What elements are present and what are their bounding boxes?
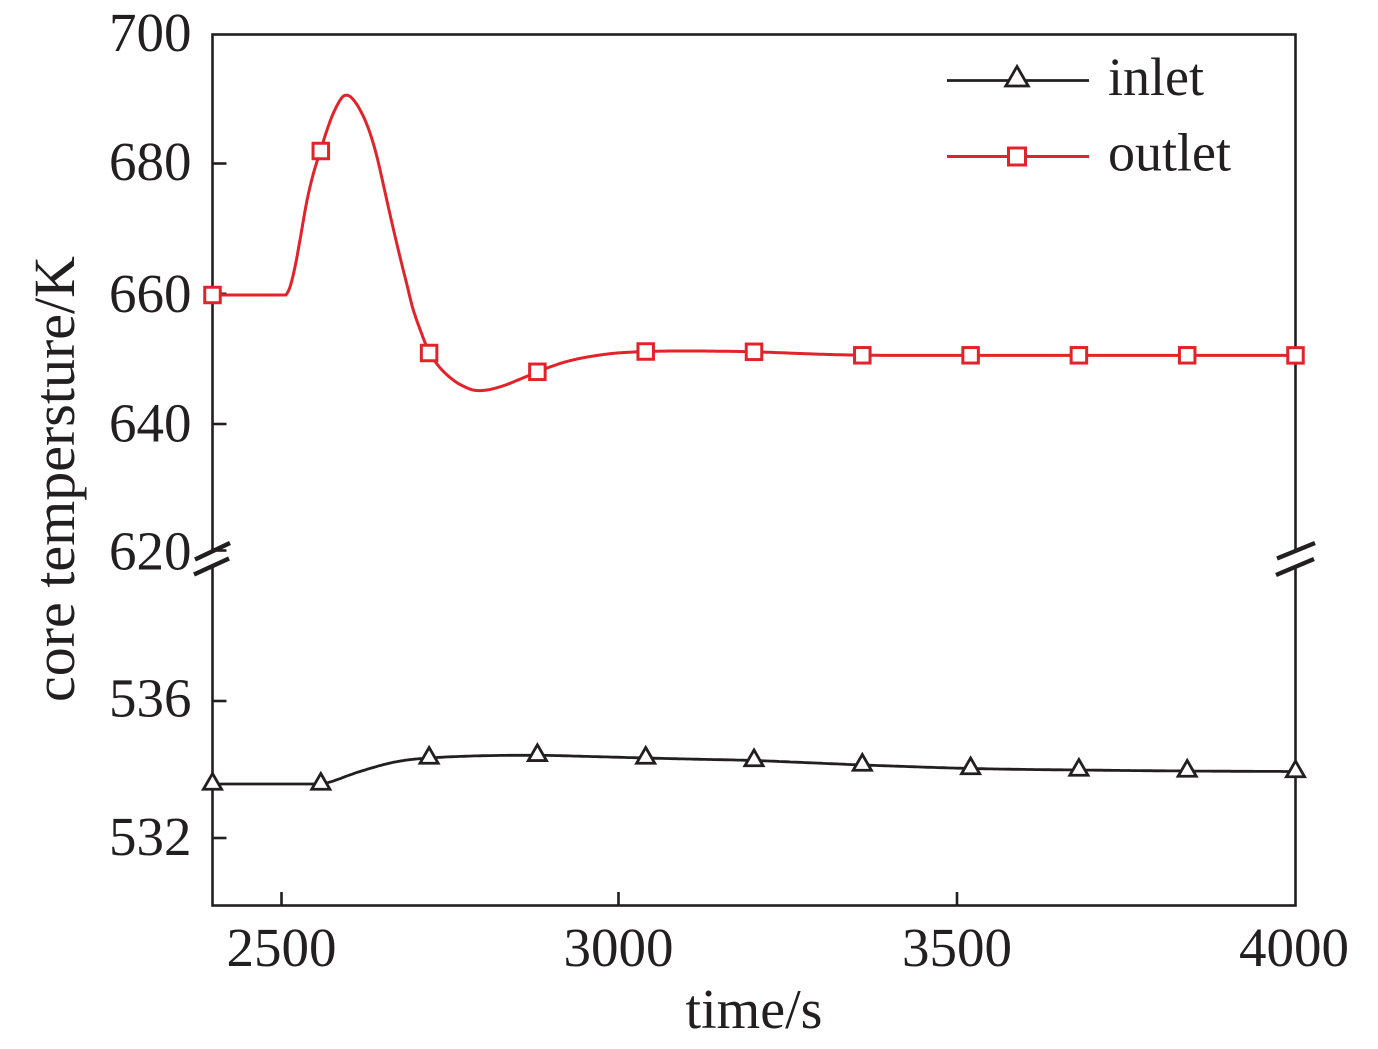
svg-text:620: 620 xyxy=(109,521,192,582)
svg-text:core tempersture/K: core tempersture/K xyxy=(22,256,87,702)
svg-text:536: 536 xyxy=(109,668,192,729)
svg-text:660: 660 xyxy=(109,263,192,324)
svg-text:4000: 4000 xyxy=(1239,917,1349,978)
svg-text:700: 700 xyxy=(109,2,192,63)
svg-text:532: 532 xyxy=(109,806,192,867)
svg-text:640: 640 xyxy=(109,393,192,454)
svg-text:outlet: outlet xyxy=(1108,123,1231,183)
svg-text:inlet: inlet xyxy=(1108,47,1204,107)
svg-text:2500: 2500 xyxy=(227,917,337,978)
svg-text:time/s: time/s xyxy=(686,979,823,1041)
svg-text:680: 680 xyxy=(109,131,192,192)
svg-text:3000: 3000 xyxy=(564,917,674,978)
svg-text:3500: 3500 xyxy=(902,917,1012,978)
